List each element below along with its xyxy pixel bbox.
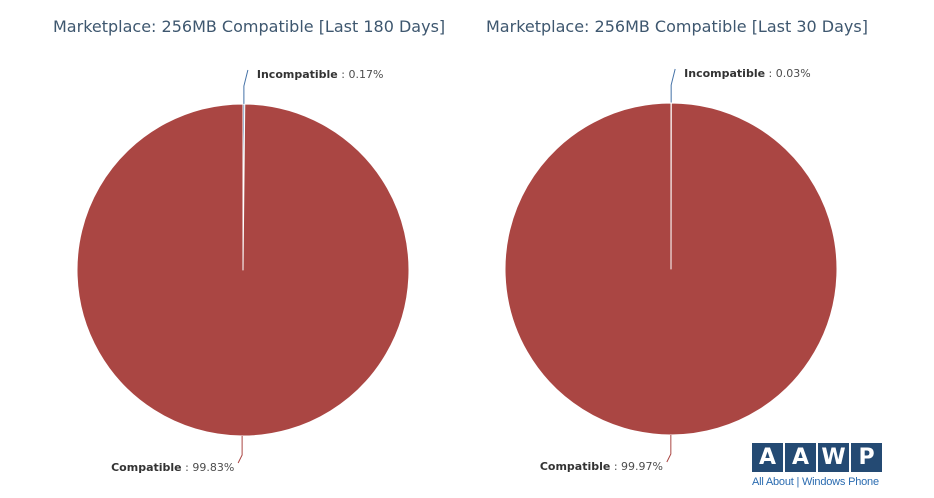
aawp-logo: A A W P All About | Windows Phone: [752, 443, 886, 493]
data-label-connector: [666, 435, 672, 463]
logo-letter: A: [752, 443, 783, 472]
chart-title: Marketplace: 256MB Compatible [Last 180 …: [53, 17, 446, 36]
chart-30-days: Marketplace: 256MB Compatible [Last 30 D…: [467, 0, 934, 498]
logo-letter: A: [785, 443, 816, 472]
pie-slice-compatible[interactable]: [504, 102, 838, 436]
logo-letters: A A W P: [752, 443, 886, 472]
logo-letter: W: [818, 443, 849, 472]
pie-chart-180-days: Incompatible : 0.17% Compatible : 99.83%: [76, 68, 410, 474]
pie-chart-30-days: Incompatible : 0.03% Compatible : 99.97%: [504, 67, 838, 473]
data-label-connector: [670, 68, 676, 103]
data-label-compatible: Compatible : 99.83%: [111, 461, 234, 474]
chart-title: Marketplace: 256MB Compatible [Last 30 D…: [486, 17, 868, 36]
data-label-connector: [237, 435, 243, 464]
chart-180-days: Marketplace: 256MB Compatible [Last 180 …: [53, 17, 446, 474]
data-label-connector: [243, 69, 249, 105]
data-label-compatible: Compatible : 99.97%: [540, 460, 663, 473]
data-label-incompatible: Incompatible : 0.03%: [684, 67, 811, 80]
logo-tagline: All About | Windows Phone: [752, 476, 879, 488]
pie-slice-compatible[interactable]: [76, 103, 410, 437]
logo-letter: P: [851, 443, 882, 472]
data-label-incompatible: Incompatible : 0.17%: [257, 68, 384, 81]
